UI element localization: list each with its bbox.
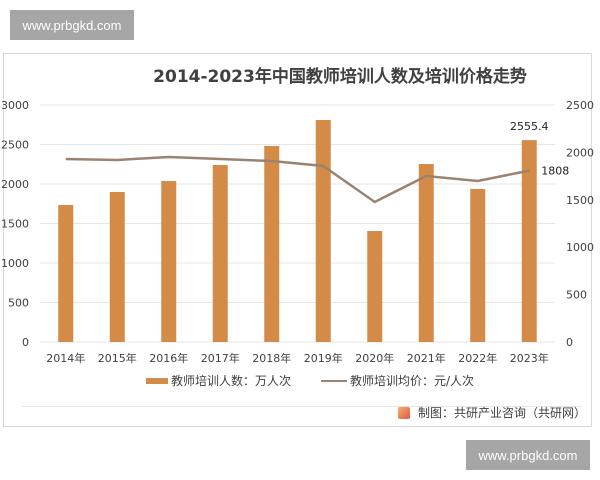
left-axis-tick: 1000 <box>1 257 29 270</box>
left-axis-tick: 1500 <box>1 218 29 231</box>
price-line <box>65 155 530 204</box>
x-axis-tick: 2023年 <box>510 351 549 365</box>
line-data-label: 1808 <box>541 165 569 178</box>
watermark-bottom: www.prbgkd.com <box>466 440 590 470</box>
bar <box>470 188 486 342</box>
source-text: 制图：共研产业咨询（共研网） <box>417 406 586 420</box>
bar <box>161 180 177 342</box>
bar <box>367 231 383 342</box>
left-axis-tick: 500 <box>8 297 29 310</box>
line-swatch-icon <box>320 379 347 382</box>
watermark-top: www.prbgkd.com <box>10 10 134 40</box>
chart-card <box>3 53 592 427</box>
x-axis-tick: 2016年 <box>149 351 188 365</box>
bar-data-label: 2555.4 <box>510 120 549 133</box>
left-axis-tick: 2000 <box>1 178 29 191</box>
source-credit: 制图：共研产业咨询（共研网） <box>397 404 586 421</box>
x-axis-tick: 2019年 <box>304 351 343 365</box>
x-axis-tick: 2022年 <box>458 351 497 365</box>
legend-line-label: 教师培训均价：元/人次 <box>349 374 475 388</box>
legend-item-line: 教师培训均价：元/人次 <box>320 372 475 389</box>
right-axis-tick: 2500 <box>566 99 594 112</box>
legend-bar-label: 教师培训人数：万人次 <box>170 374 291 388</box>
left-axis-tick: 2500 <box>1 139 29 152</box>
x-axis-tick: 2018年 <box>252 351 291 365</box>
left-axis-tick: 3000 <box>1 99 29 112</box>
chart-legend: 教师培训人数：万人次 教师培训均价：元/人次 <box>0 372 600 389</box>
x-axis-tick: 2021年 <box>407 351 446 365</box>
bar <box>212 165 228 342</box>
bar <box>58 205 74 342</box>
right-axis-tick: 500 <box>566 289 587 302</box>
bar <box>264 146 280 342</box>
left-axis-tick: 0 <box>22 336 29 349</box>
right-axis-tick: 2000 <box>566 146 594 159</box>
right-axis-tick: 1000 <box>566 241 594 254</box>
chart-title: 2014-2023年中国教师培训人数及培训价格走势 <box>153 67 527 87</box>
x-axis-tick: 2017年 <box>201 351 240 365</box>
right-axis-tick: 0 <box>566 336 573 349</box>
right-axis-tick: 1500 <box>566 194 594 207</box>
x-axis-tick: 2014年 <box>46 351 85 365</box>
divider <box>22 406 582 407</box>
bar-swatch-icon <box>145 377 168 384</box>
bar <box>418 164 434 342</box>
legend-item-bar: 教师培训人数：万人次 <box>145 372 291 389</box>
logo-icon <box>397 406 410 419</box>
bar <box>315 120 331 342</box>
bar <box>521 140 537 342</box>
x-axis-tick: 2015年 <box>98 351 137 365</box>
bar <box>109 191 125 342</box>
x-axis-tick: 2020年 <box>355 351 394 365</box>
